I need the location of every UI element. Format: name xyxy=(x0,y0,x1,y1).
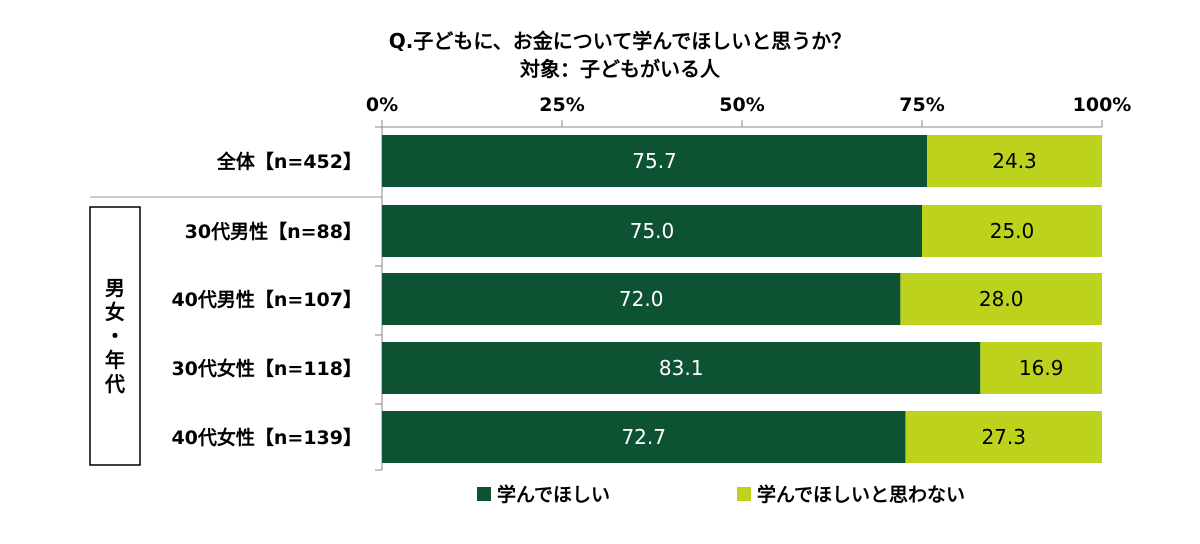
bar-value-label: 24.3 xyxy=(992,149,1037,173)
bar-series-2 xyxy=(927,135,1102,187)
x-tick-label: 100% xyxy=(1073,94,1132,116)
x-tick-label: 75% xyxy=(899,94,944,116)
bar-value-label: 75.7 xyxy=(632,149,677,173)
group-label: 男女・年代 xyxy=(104,276,125,396)
category-label: 40代女性【n=139】 xyxy=(171,426,362,449)
group-label-char: ・ xyxy=(105,324,125,348)
legend-swatch-series-1 xyxy=(477,487,491,501)
category-label: 40代男性【n=107】 xyxy=(171,288,362,311)
bars xyxy=(382,135,1102,463)
legend: 学んでほしい 学んでほしいと思わない xyxy=(477,483,965,506)
x-tick-label: 25% xyxy=(539,94,584,116)
group-label-char: 代 xyxy=(104,372,125,396)
bar-series-2 xyxy=(900,273,1102,325)
bar-value-label: 75.0 xyxy=(630,219,675,243)
bar-value-labels: 75.7 24.3 75.0 25.0 72.0 28.0 83.1 16.9 72.7 27.3 xyxy=(619,149,1063,449)
bar-series-1 xyxy=(382,205,922,257)
group-label-char: 年 xyxy=(105,348,125,372)
bar-series-1 xyxy=(382,342,981,394)
bar-value-label: 16.9 xyxy=(1019,356,1064,380)
legend-label-series-2: 学んでほしいと思わない xyxy=(757,483,965,506)
category-label: 全体【n=452】 xyxy=(216,150,362,173)
x-tick-label: 0% xyxy=(366,94,398,116)
axis-tick-marks xyxy=(375,120,1103,471)
legend-swatch-series-2 xyxy=(737,487,751,501)
bar-series-1 xyxy=(382,273,901,325)
legend-label-series-1: 学んでほしい xyxy=(497,483,610,506)
bar-value-label: 72.7 xyxy=(621,425,666,449)
group-label-char: 男 xyxy=(105,276,125,300)
bar-series-2 xyxy=(922,205,1102,257)
x-tick-labels: 0% 25% 50% 75% 100% xyxy=(366,94,1131,116)
bar-value-label: 28.0 xyxy=(979,287,1024,311)
bar-value-label: 27.3 xyxy=(981,425,1026,449)
bar-value-label: 25.0 xyxy=(990,219,1035,243)
bar-value-label: 83.1 xyxy=(659,356,704,380)
bar-series-1 xyxy=(382,411,906,463)
bar-value-label: 72.0 xyxy=(619,287,664,311)
group-label-box xyxy=(89,206,141,466)
group-label-char: 女 xyxy=(105,300,125,324)
bar-series-2 xyxy=(980,342,1102,394)
category-labels: 全体【n=452】 30代男性【n=88】 40代男性【n=107】 30代女性【n=… xyxy=(171,150,362,449)
bar-series-1 xyxy=(382,135,928,187)
chart-subtitle: 対象：子どもがいる人 xyxy=(519,57,721,81)
chart-title: Q.子どもに、お金について学んでほしいと思うか？ xyxy=(389,29,851,53)
bar-series-2 xyxy=(905,411,1102,463)
category-label: 30代男性【n=88】 xyxy=(185,220,362,243)
x-tick-label: 50% xyxy=(719,94,764,116)
category-label: 30代女性【n=118】 xyxy=(171,357,362,380)
